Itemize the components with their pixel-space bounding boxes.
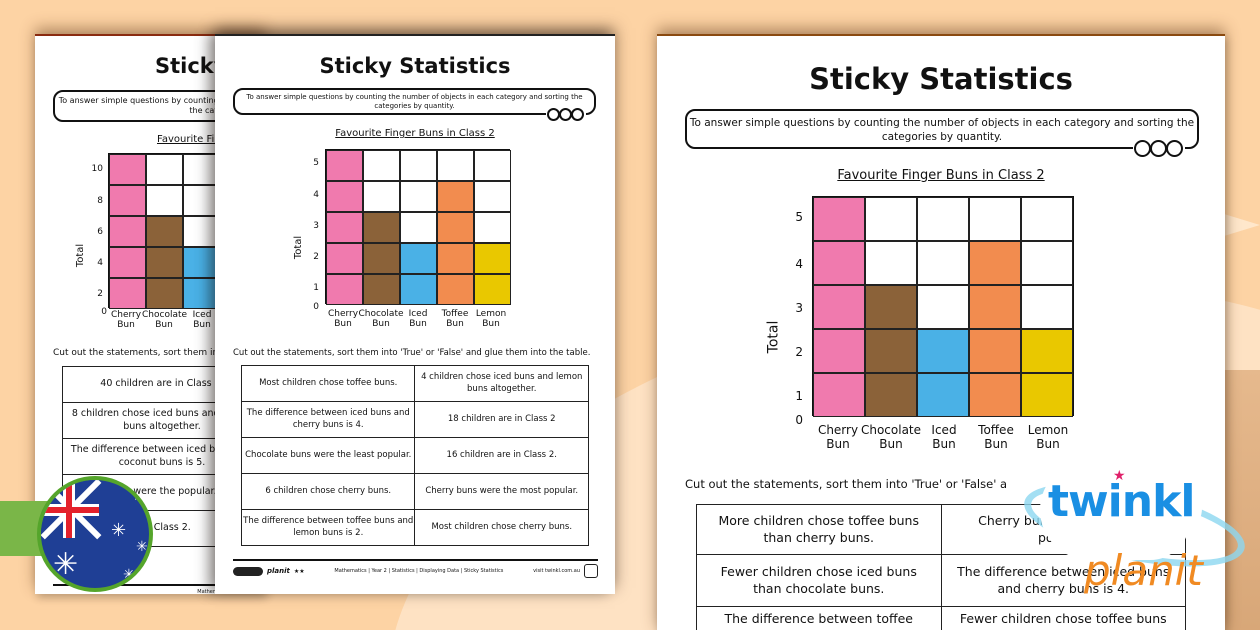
y-tick: 5	[313, 158, 319, 168]
statements-table: Most children chose toffee buns. 4 child…	[240, 365, 589, 546]
statement-cell: Most children chose cherry buns.	[414, 509, 589, 546]
y-axis-label: Total	[765, 320, 782, 354]
y-tick: 3	[795, 301, 803, 315]
x-label: Lemon Bun	[475, 309, 507, 330]
x-label: Toffee Bun	[978, 423, 1014, 451]
y-tick-zero: 0	[101, 307, 107, 317]
statement-cell: Chocolate buns were the least popular.	[240, 437, 416, 474]
statement-cell: Most children chose toffee buns.	[240, 365, 416, 402]
worksheet-preview-middle: Sticky Statistics To answer simple quest…	[215, 34, 615, 594]
x-label: Iced Bun	[408, 309, 428, 330]
star-icon: ★	[1113, 468, 1126, 484]
y-tick: 8	[97, 196, 103, 206]
y-tick: 2	[97, 289, 103, 299]
chart-title: Favourite Finger Buns in Class 2	[157, 134, 265, 145]
y-tick: 2	[313, 252, 319, 262]
footer-brand: planit ★★	[233, 566, 305, 576]
twinkl-wordmark: twinkl	[1048, 476, 1195, 527]
footer-breadcrumb: Mathematics | Year 2 | Statistics | Disp…	[334, 568, 504, 574]
x-label: Toffee Bun	[441, 309, 469, 330]
instruction-text: Cut out the statements, sort them into '…	[233, 348, 591, 358]
statement-cell: The difference between toffee buns and l…	[240, 509, 416, 546]
y-tick: 6	[97, 227, 103, 237]
statement-cell: 18 children are in Class 2	[414, 401, 589, 438]
twinkl-planit-logo: ★ twinkl planit	[1017, 450, 1260, 630]
x-label: Cherry Bun	[817, 423, 859, 451]
objective-box: To answer simple questions by counting t…	[233, 88, 596, 121]
y-tick: 4	[97, 258, 103, 268]
y-tick: 1	[313, 283, 319, 293]
worksheet-footer: planit ★★ Mathematics | Year 2 | Statist…	[233, 559, 598, 578]
quality-badge-icon	[584, 564, 598, 578]
footer-website: visit twinkl.com.au	[533, 564, 598, 578]
y-tick-zero: 0	[795, 413, 803, 427]
statement-cell: 6 children chose cherry buns.	[240, 473, 416, 510]
chart-title: Favourite Finger Buns in Class 2	[335, 128, 495, 139]
statement-cell: Fewer children chose iced buns than choc…	[696, 554, 942, 607]
y-tick: 3	[313, 221, 319, 231]
statement-cell: Cherry buns were the most popular.	[414, 473, 589, 510]
pictogram-grid	[812, 196, 1074, 417]
x-label: Chocolate Bun	[142, 310, 188, 331]
instruction-text: Cut out the statements, sort them into	[53, 348, 228, 358]
y-tick: 10	[91, 164, 103, 174]
pictogram-grid	[325, 149, 511, 305]
worksheet-title: Sticky Statistics	[809, 62, 1073, 96]
planit-wordmark: planit	[1084, 546, 1203, 595]
statement-cell: The difference between toffee	[696, 606, 942, 630]
chart-title: Favourite Finger Buns in Class 2	[837, 168, 1045, 183]
statement-cell: More children chose toffee buns than che…	[696, 504, 942, 555]
y-tick: 4	[795, 257, 803, 271]
y-tick: 1	[795, 389, 803, 403]
progress-rings	[1133, 140, 1185, 157]
y-tick: 5	[795, 210, 803, 224]
x-label: Chocolate Bun	[860, 423, 922, 451]
progress-rings	[546, 108, 586, 121]
statement-cell: Fewer children chose toffee buns	[940, 606, 1186, 630]
statement-cell: 4 children chose iced buns and lemon bun…	[414, 365, 589, 402]
x-label: Lemon Bun	[1027, 423, 1069, 451]
background-band	[1220, 370, 1260, 630]
y-tick: 4	[313, 190, 319, 200]
instruction-text: Cut out the statements, sort them into '…	[685, 477, 1008, 491]
y-tick: 2	[795, 345, 803, 359]
x-label: Cherry Bun	[110, 310, 142, 331]
y-tick-zero: 0	[313, 302, 319, 312]
statement-cell: The difference between iced buns and che…	[240, 401, 416, 438]
x-label: Iced Bun	[192, 310, 212, 331]
x-label: Iced Bun	[931, 423, 957, 451]
x-label: Cherry Bun	[327, 309, 359, 330]
twinkl-mini-logo	[233, 566, 263, 576]
australia-flag-icon: ✳ ✳ ✳ ✳ ✳	[37, 476, 153, 592]
x-label: Chocolate Bun	[358, 309, 404, 330]
worksheet-title: Sticky Statistics	[319, 54, 511, 78]
objective-box: To answer simple questions by counting t…	[685, 109, 1199, 157]
statement-cell: 16 children are in Class 2.	[414, 437, 589, 474]
